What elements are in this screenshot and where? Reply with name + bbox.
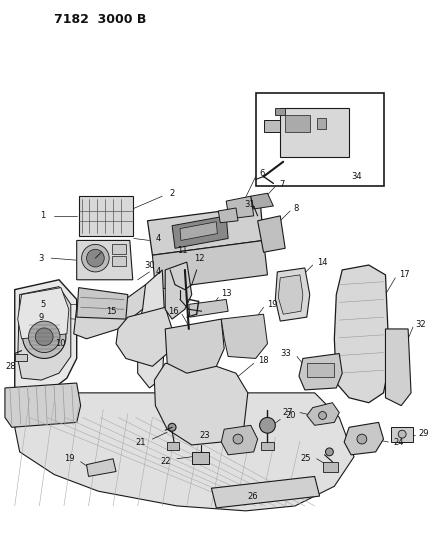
- Bar: [317, 117, 327, 130]
- Text: 16: 16: [168, 307, 179, 316]
- Text: 13: 13: [221, 289, 232, 298]
- Polygon shape: [344, 422, 383, 455]
- Polygon shape: [86, 459, 116, 477]
- Polygon shape: [77, 288, 128, 319]
- Bar: [192, 452, 209, 464]
- Text: 22: 22: [160, 457, 171, 466]
- Polygon shape: [152, 240, 268, 289]
- Text: 9: 9: [38, 313, 43, 321]
- Text: 7: 7: [279, 180, 285, 189]
- Polygon shape: [258, 216, 285, 252]
- Bar: [112, 256, 126, 266]
- Polygon shape: [221, 425, 258, 455]
- Circle shape: [260, 417, 275, 433]
- Polygon shape: [74, 285, 152, 339]
- Polygon shape: [275, 108, 285, 115]
- Polygon shape: [299, 353, 342, 390]
- Polygon shape: [264, 120, 280, 132]
- Circle shape: [357, 434, 367, 444]
- Polygon shape: [226, 196, 254, 219]
- Polygon shape: [116, 308, 172, 366]
- Polygon shape: [15, 280, 77, 393]
- Text: 19: 19: [64, 454, 75, 463]
- Bar: [285, 115, 310, 132]
- Bar: [15, 353, 27, 361]
- Polygon shape: [148, 206, 264, 255]
- Text: 4: 4: [155, 234, 160, 243]
- Text: 26: 26: [247, 491, 258, 500]
- Text: 29: 29: [418, 429, 428, 438]
- Text: 28: 28: [5, 362, 16, 371]
- Circle shape: [86, 249, 104, 267]
- Text: 20: 20: [285, 411, 296, 420]
- Bar: [167, 442, 179, 450]
- Text: 12: 12: [194, 254, 204, 263]
- Text: 1: 1: [40, 212, 45, 220]
- Text: 6: 6: [260, 169, 265, 178]
- Text: 14: 14: [317, 257, 327, 266]
- Circle shape: [29, 321, 60, 352]
- Polygon shape: [165, 319, 224, 373]
- Polygon shape: [211, 477, 320, 508]
- Text: 33: 33: [280, 349, 291, 358]
- Circle shape: [318, 411, 327, 419]
- Text: 23: 23: [200, 431, 211, 440]
- Polygon shape: [5, 383, 80, 427]
- Text: 32: 32: [415, 319, 425, 328]
- Text: 17: 17: [399, 270, 410, 279]
- Polygon shape: [18, 287, 71, 380]
- Polygon shape: [275, 268, 310, 321]
- Bar: [256, 93, 383, 187]
- Text: 8: 8: [293, 205, 298, 214]
- Text: 21: 21: [135, 438, 146, 447]
- Polygon shape: [172, 216, 228, 248]
- Text: 25: 25: [300, 454, 311, 463]
- Polygon shape: [79, 196, 133, 236]
- Polygon shape: [251, 193, 273, 209]
- Circle shape: [168, 423, 176, 431]
- Text: 11: 11: [177, 246, 187, 255]
- Polygon shape: [189, 300, 228, 317]
- Polygon shape: [386, 329, 411, 406]
- Text: 19: 19: [268, 300, 278, 309]
- Circle shape: [325, 448, 333, 456]
- Polygon shape: [334, 265, 389, 403]
- Polygon shape: [307, 403, 339, 425]
- Polygon shape: [77, 240, 133, 280]
- Bar: [391, 427, 413, 442]
- Text: 18: 18: [258, 356, 268, 365]
- Polygon shape: [221, 314, 268, 359]
- Circle shape: [23, 315, 66, 359]
- Text: 10: 10: [55, 339, 65, 348]
- Bar: [112, 244, 126, 254]
- Circle shape: [36, 328, 53, 346]
- Bar: [261, 442, 274, 450]
- Text: 34: 34: [351, 172, 362, 181]
- Bar: [307, 364, 334, 377]
- Text: 2: 2: [169, 189, 174, 198]
- Text: 3: 3: [38, 254, 43, 263]
- Circle shape: [233, 434, 243, 444]
- Polygon shape: [278, 275, 303, 314]
- Text: 4: 4: [155, 268, 160, 277]
- Polygon shape: [165, 262, 192, 319]
- Text: 24: 24: [393, 438, 404, 447]
- Text: 7182  3000 B: 7182 3000 B: [54, 13, 146, 26]
- Text: 27: 27: [282, 408, 293, 417]
- Polygon shape: [218, 208, 238, 223]
- Polygon shape: [180, 222, 217, 240]
- Text: 31: 31: [244, 199, 255, 208]
- Polygon shape: [18, 288, 69, 339]
- Text: 15: 15: [107, 307, 117, 316]
- Text: 5: 5: [40, 300, 45, 309]
- Circle shape: [398, 430, 406, 438]
- Polygon shape: [15, 393, 354, 511]
- Bar: [323, 462, 338, 472]
- Circle shape: [82, 244, 109, 272]
- Text: 30: 30: [145, 261, 155, 270]
- Polygon shape: [155, 364, 248, 445]
- Polygon shape: [280, 108, 349, 157]
- Polygon shape: [138, 270, 165, 388]
